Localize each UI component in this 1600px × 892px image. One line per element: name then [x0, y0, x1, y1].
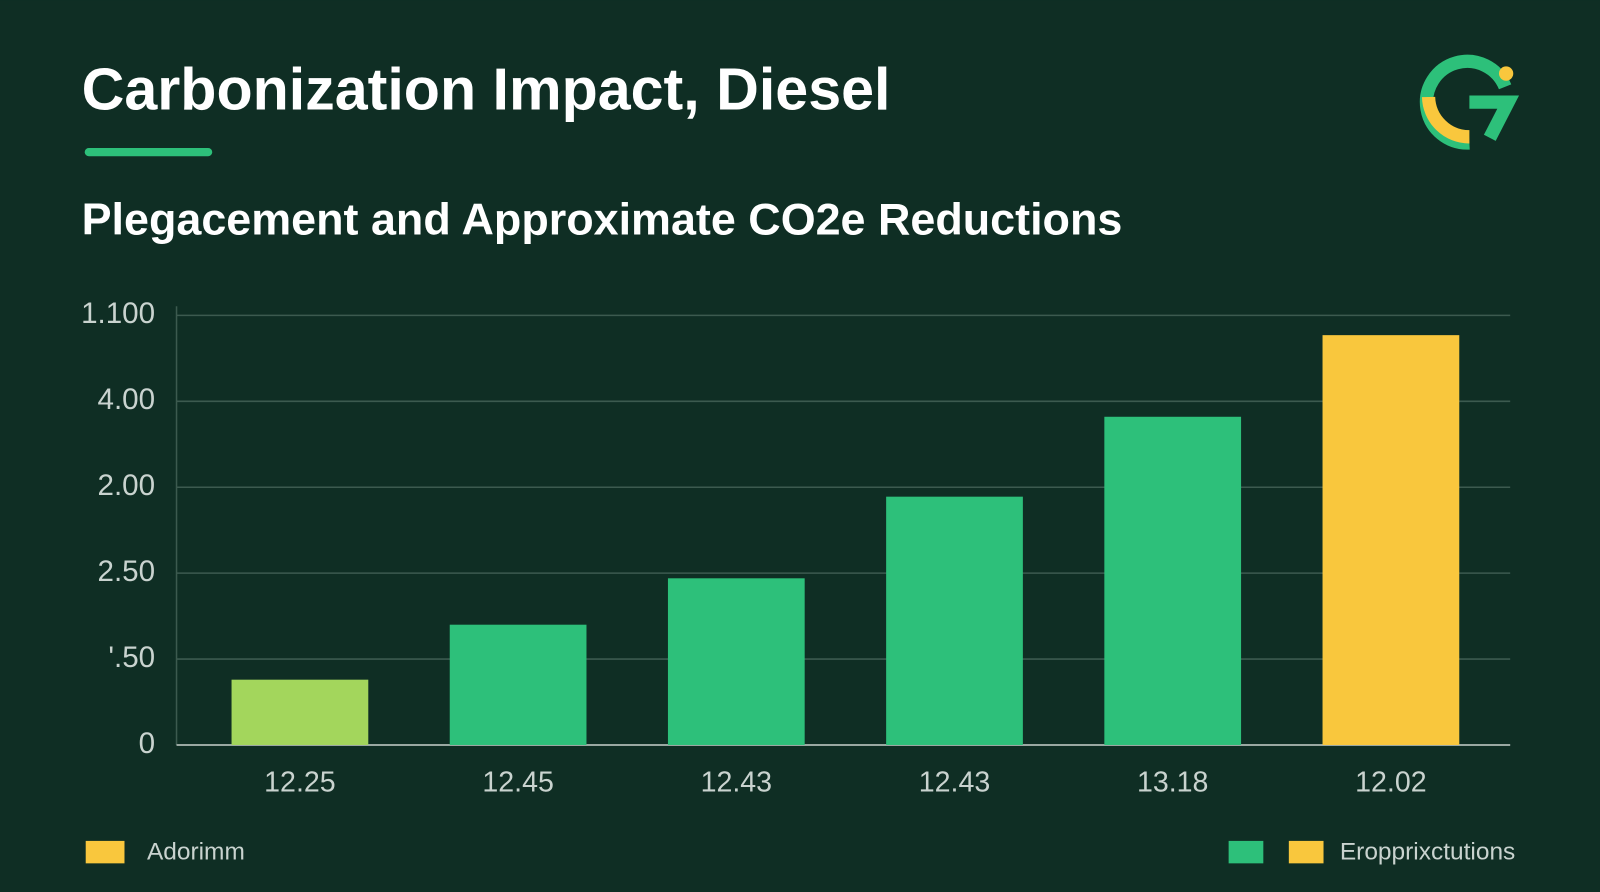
legend-swatch [1228, 840, 1264, 864]
x-tick-label: 12.02 [1355, 766, 1426, 798]
bar [231, 679, 369, 745]
bar [1104, 416, 1242, 745]
x-tick-label: 12.45 [482, 766, 553, 798]
legend-swatch [1288, 840, 1324, 864]
title-underline [84, 148, 213, 157]
logo-arc [1421, 96, 1470, 144]
y-tick-label: 0 [139, 727, 155, 760]
chart-subtitle: Plegacement and Approximate CO2e Reducti… [82, 193, 1123, 244]
logo-dot [1498, 66, 1514, 81]
y-tick-label: 4.00 [98, 383, 156, 416]
bar [886, 496, 1023, 745]
x-tick-label: 13.18 [1137, 766, 1208, 798]
y-tick-label: 2.00 [98, 469, 156, 502]
x-tick-label: 12.43 [701, 766, 772, 798]
chart-title: Carbonization Impact, Diesel [82, 56, 891, 123]
bar [1322, 335, 1460, 745]
logo-arm [1469, 95, 1520, 141]
bar [667, 578, 805, 745]
legend-label: Adorimm [147, 839, 245, 866]
bar [449, 624, 587, 745]
y-tick-label: 2.50 [98, 555, 156, 588]
legend-label: Eropprixctutions [1340, 839, 1515, 866]
logo [1419, 54, 1520, 150]
legend-swatch [85, 840, 125, 864]
x-tick-label: 12.25 [264, 766, 335, 798]
y-tick-label: 1.100 [81, 297, 155, 330]
x-tick-label: 12.43 [919, 766, 990, 798]
y-tick-label: '.50 [108, 641, 155, 674]
